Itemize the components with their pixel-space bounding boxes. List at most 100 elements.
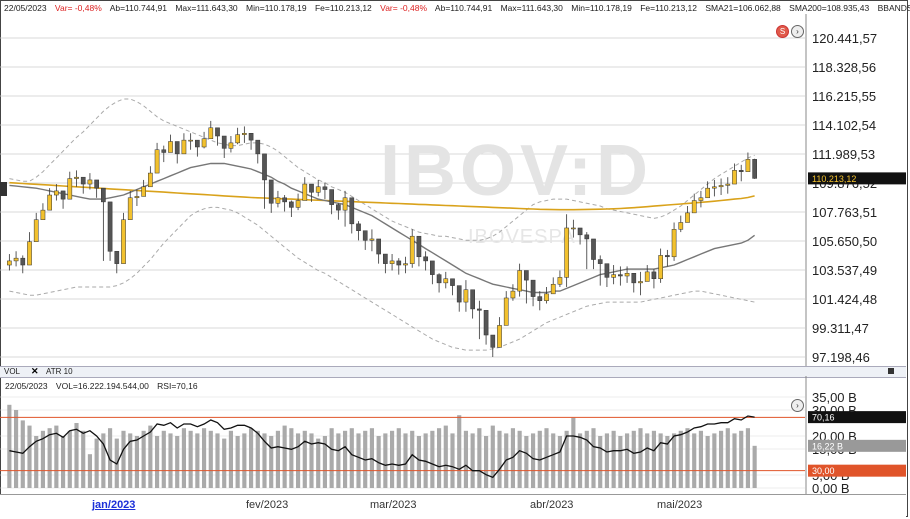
rsi-badge (808, 411, 906, 424)
rsi-value: RSI=70,16 (157, 381, 198, 391)
volume-bar (544, 428, 549, 488)
candle-body (483, 310, 489, 336)
volume-bar (316, 438, 321, 488)
volume-bar (295, 433, 301, 488)
volume-bar (591, 428, 596, 488)
y-tick-label: 103.537,49 (812, 263, 877, 278)
price-chart[interactable]: IBOV:D IBOVESPA 120.441,57 118.328,56 116.… (0, 0, 906, 366)
volume-rsi-chart[interactable]: 35,00 B30,00 B20,00 B15,00 B5,00 B0,00 B… (0, 376, 906, 494)
candle-body (564, 227, 569, 278)
candle-body (362, 230, 368, 241)
candle-body (60, 190, 66, 200)
s-button[interactable]: S (776, 25, 789, 38)
vol-value: VOL=16.222.194.544,00 (55, 381, 149, 391)
y-tick-label: 99.311,47 (812, 321, 869, 336)
candle-body (530, 279, 536, 297)
volume-bar (470, 433, 475, 488)
candle-body (148, 172, 153, 188)
rsi-line (9, 415, 755, 479)
candle-body (141, 186, 146, 197)
candle-body (33, 219, 39, 242)
volume-bar (658, 433, 663, 488)
maximize-icon[interactable] (888, 368, 894, 374)
panel-tab-bar: VOL ✕ ATR 10 (0, 366, 906, 378)
volume-bar (604, 433, 610, 488)
volume-bar (20, 420, 25, 488)
volume-bar (269, 436, 274, 488)
candle-body (638, 281, 643, 284)
volume-bar (195, 433, 200, 488)
vol-date: 22/05/2023 (5, 381, 48, 391)
vol-next-icon[interactable]: › (791, 399, 804, 412)
candle-body (409, 235, 415, 264)
volume-bar (450, 433, 455, 488)
volume-bar (275, 430, 281, 488)
candle-body (463, 289, 469, 303)
tab-atr[interactable]: ATR 10 (46, 367, 73, 376)
x-label-jan: jan/2023 (92, 499, 136, 511)
volume-bar (685, 428, 690, 488)
volume-bar (396, 428, 401, 488)
candle-body (121, 219, 126, 264)
candle-body (624, 273, 630, 277)
candle-body (215, 127, 220, 137)
volume-info: 22/05/2023 VOL=16.222.194.544,00 RSI=70,… (5, 381, 204, 391)
candle-body (74, 176, 79, 179)
candle-body (20, 257, 26, 266)
candle-body (644, 271, 650, 282)
volume-bar (175, 436, 180, 488)
candle-body (745, 159, 751, 172)
candle-body (54, 190, 59, 196)
volume-bar (739, 430, 744, 488)
info-bar: 22/05/2023 Var= -0,48% Ab=110.744,91 Max… (4, 3, 910, 15)
volume-bar (457, 415, 462, 488)
volume-bar (228, 430, 234, 488)
candle-body (738, 170, 744, 172)
volume-bar (322, 436, 328, 488)
volume-bar (383, 433, 388, 488)
candle-body (181, 139, 187, 155)
candle-body (618, 274, 623, 277)
candle-body (658, 255, 663, 279)
candle-body (7, 260, 12, 266)
volume-badge-label: 16,22 B (812, 441, 843, 451)
close-icon[interactable]: ✕ (31, 366, 39, 376)
tab-vol[interactable]: VOL (4, 367, 21, 376)
volume-bar (557, 436, 563, 488)
info-min-2: Min=110.178,19 (571, 3, 632, 13)
candle-body (127, 197, 133, 220)
volume-bar (665, 436, 670, 488)
candle-body (490, 334, 496, 348)
candle-body (396, 260, 402, 266)
info-min: Min=110.178,19 (246, 3, 307, 13)
candle-body (631, 273, 637, 284)
volume-bar (222, 438, 227, 488)
volume-bar (7, 404, 12, 488)
candle-body (242, 133, 247, 135)
y-tick-label: 116.215,55 (812, 89, 876, 104)
watermark-name: IBOVESPA (468, 226, 576, 248)
candle-body (510, 290, 516, 299)
info-var: Var= -0,48% (54, 3, 102, 13)
candle-body (275, 197, 281, 204)
volume-bar (47, 428, 52, 488)
candle-body (456, 285, 462, 303)
candle-body (282, 197, 287, 203)
y-tick-label: 111.989,53 (812, 147, 875, 162)
volume-bar (188, 430, 193, 488)
volume-bar (530, 433, 536, 488)
volume-bar (54, 425, 59, 488)
candle-body (188, 139, 193, 142)
x-label-mai: mai/2023 (657, 499, 703, 511)
candle-body (161, 149, 167, 153)
x-label-fev: fev/2023 (246, 499, 289, 511)
volume-bar (248, 428, 254, 488)
candle-body (262, 153, 267, 181)
next-icon[interactable]: › (791, 25, 804, 38)
candle-body (685, 212, 690, 223)
candle-body (604, 263, 610, 278)
y-tick-label: 118.328,56 (812, 60, 876, 75)
volume-bar (289, 428, 294, 488)
candle-body (678, 222, 684, 230)
y-tick-label: 120.441,57 (812, 31, 877, 46)
